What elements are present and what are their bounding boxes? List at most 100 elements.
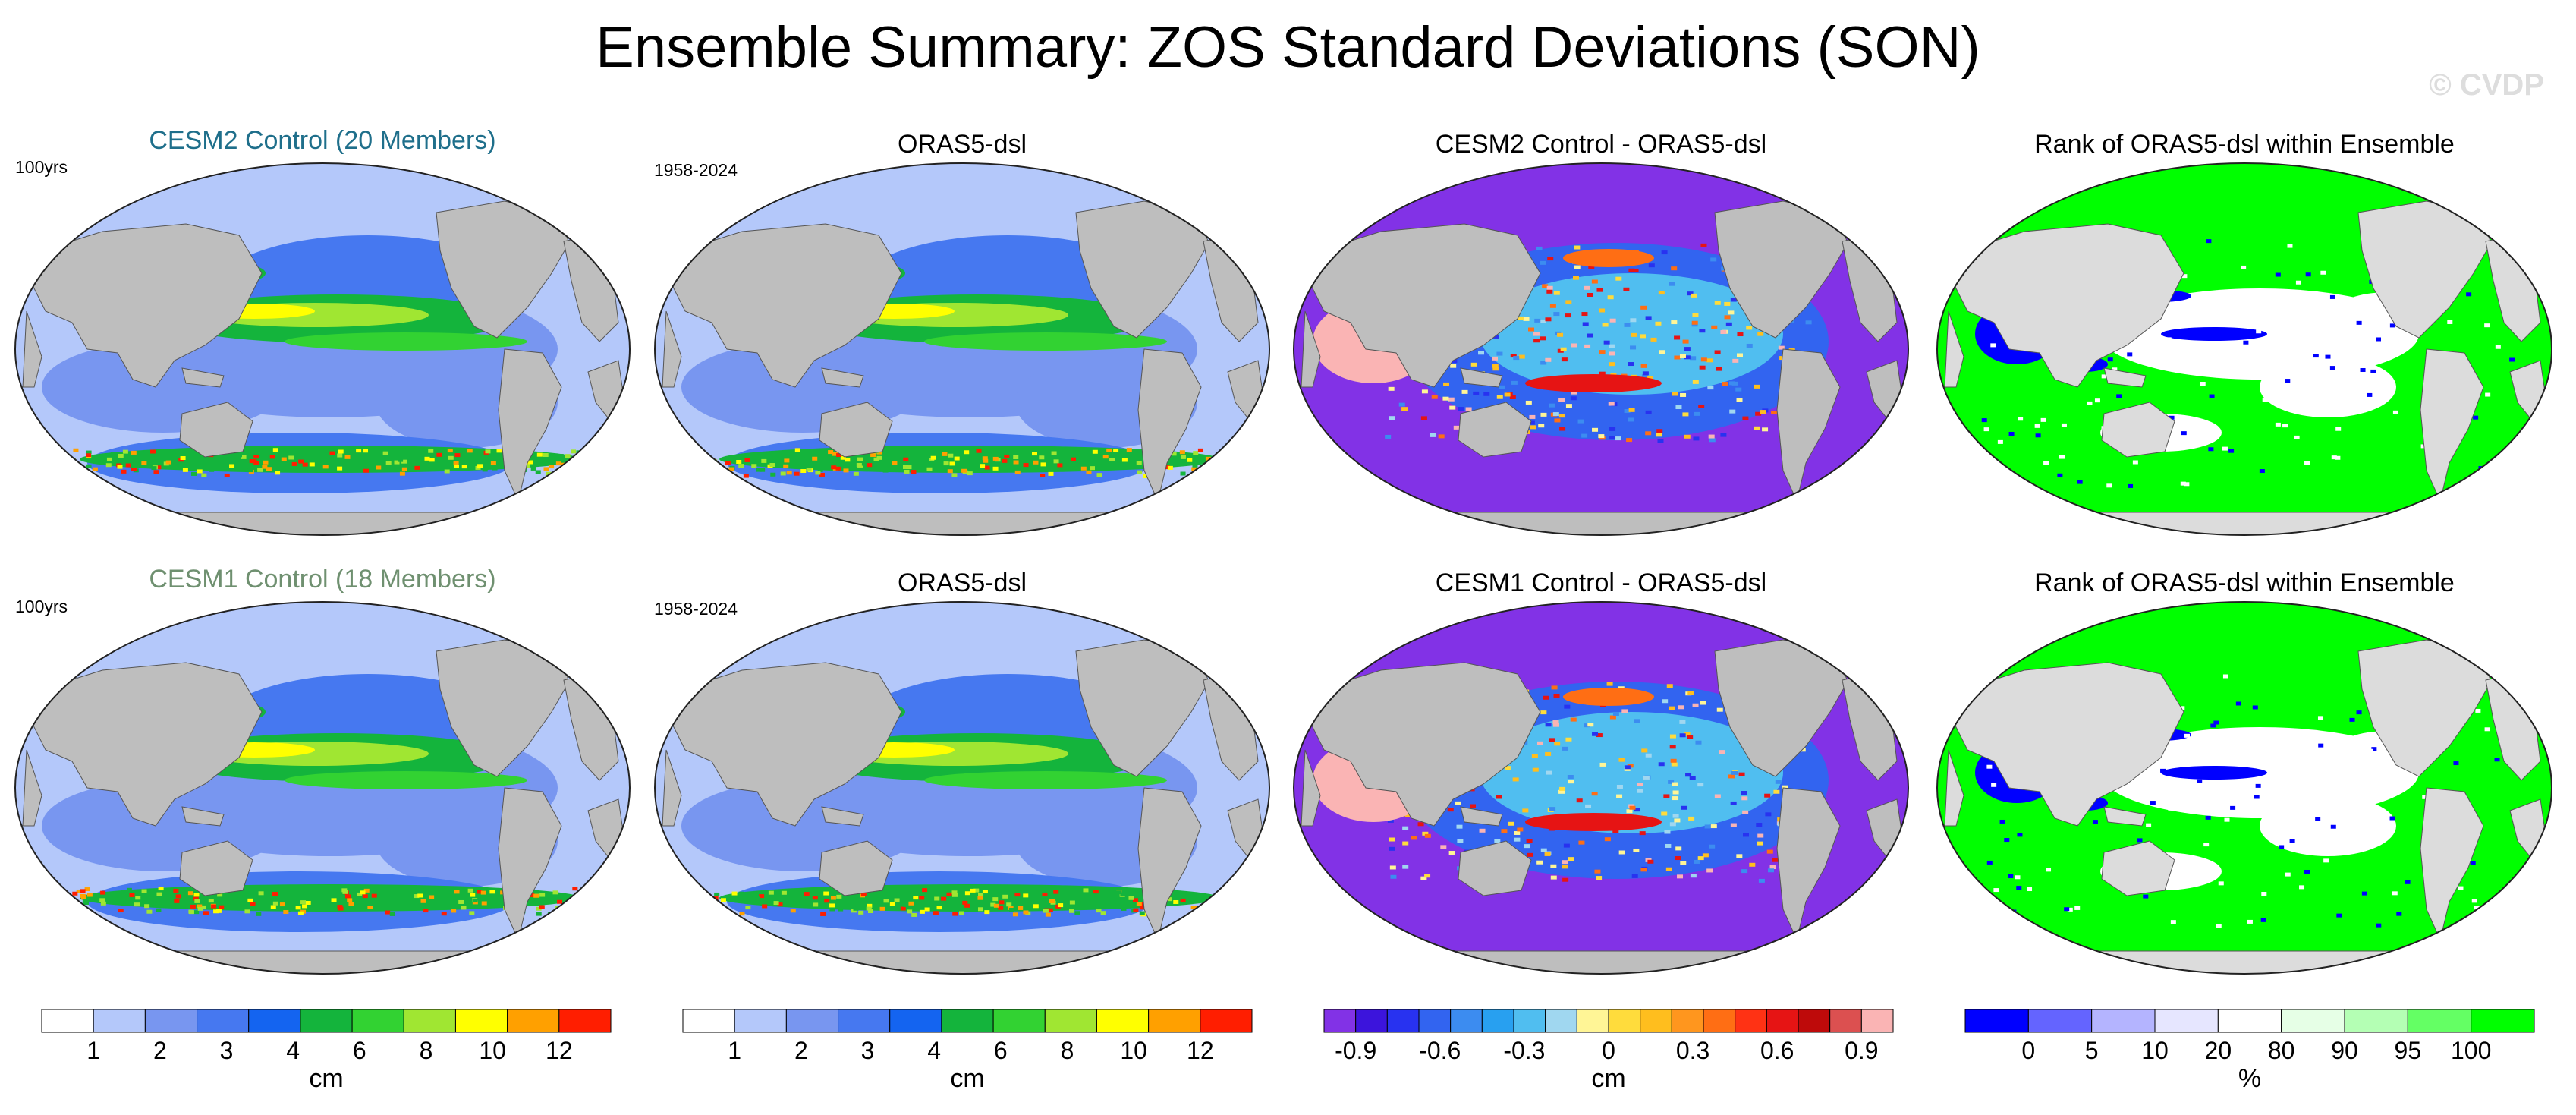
panel-title-cesm1-minus-oras5: CESM1 Control - ORAS5-dsl (1435, 569, 1767, 597)
colorbar-tick-label: 2 (153, 1037, 167, 1064)
colorbar-swatch (507, 1009, 560, 1033)
colorbar-tick-label: 10 (1120, 1037, 1147, 1064)
colorbar-swatch (1545, 1009, 1577, 1033)
colorbar-tick-label: 8 (420, 1037, 433, 1064)
colorbar-tick-label: 10 (2141, 1037, 2169, 1064)
colorbar-swatch (1323, 1009, 1357, 1033)
colorbar-swatch (1148, 1009, 1201, 1033)
colorbar-swatch (734, 1009, 787, 1033)
map-rank-oras5-cesm1 (1933, 598, 2556, 978)
colorbar-swatch (1044, 1009, 1097, 1033)
colorbar-swatch (2344, 1009, 2408, 1033)
colorbar-swatch (1200, 1009, 1253, 1033)
colorbar-swatch (351, 1009, 404, 1033)
colorbar-tick-label: 1 (728, 1037, 741, 1064)
colorbar-tick-label: 12 (1187, 1037, 1214, 1064)
colorbar-swatch (248, 1009, 301, 1033)
colorbar-tick-label: 6 (994, 1037, 1008, 1064)
colorbar-swatch (1640, 1009, 1672, 1033)
panel-corner-cesm2-years: 100yrs (15, 157, 68, 177)
colorbar-tick-label: 3 (861, 1037, 875, 1064)
map-oras5-dsl-std-2 (651, 598, 1273, 978)
panel-title-oras5-dsl: ORAS5-dsl (897, 130, 1027, 159)
colorbar-unit-label: cm (950, 1064, 984, 1093)
colorbar-tick-label: 10 (479, 1037, 506, 1064)
panel-corner-oras5-years-2: 1958-2024 (654, 599, 738, 619)
colorbar-tick-label: 3 (220, 1037, 234, 1064)
colorbar-tick-label: 0.6 (1760, 1037, 1794, 1064)
colorbar-unit-label: cm (1591, 1064, 1625, 1093)
colorbar-swatch (889, 1009, 942, 1033)
colorbar-swatch (1608, 1009, 1641, 1033)
colorbar-tick-label: 80 (2268, 1037, 2295, 1064)
colorbar-tick-label: -0.3 (1503, 1037, 1545, 1064)
colorbar-swatch (1964, 1009, 2029, 1033)
colorbar-swatch (1096, 1009, 1150, 1033)
colorbar-swatch (682, 1009, 735, 1033)
colorbar-swatch (2471, 1009, 2535, 1033)
colorbar-swatch (1860, 1009, 1894, 1033)
panel-title-cesm1-control: CESM1 Control (18 Members) (149, 565, 496, 594)
colorbar-swatch (300, 1009, 353, 1033)
colorbar-swatch (2407, 1009, 2472, 1033)
colorbar-swatch (1798, 1009, 1831, 1033)
colorbar-swatch (454, 1009, 508, 1033)
map-cesm1-minus-oras5-diff (1290, 598, 1912, 978)
colorbar-swatch (1481, 1009, 1514, 1033)
colorbar-unit-label: % (2238, 1064, 2261, 1093)
colorbar-swatch (41, 1009, 94, 1033)
colorbar-swatch (1450, 1009, 1483, 1033)
colorbar-tick-label: 0 (1602, 1037, 1615, 1064)
colorbar-swatch (2281, 1009, 2345, 1033)
colorbar-tick-label: -0.9 (1335, 1037, 1376, 1064)
colorbar-swatch (1418, 1009, 1452, 1033)
colorbar-swatch (1576, 1009, 1609, 1033)
colorbar-swatch (1355, 1009, 1388, 1033)
panel-title-rank-oras5-2: Rank of ORAS5-dsl within Ensemble (2034, 569, 2455, 597)
colorbar-swatch (2091, 1009, 2156, 1033)
panel-title-rank-oras5: Rank of ORAS5-dsl within Ensemble (2034, 130, 2455, 159)
panel-title-cesm2-control: CESM2 Control (20 Members) (149, 126, 496, 155)
colorbar-swatch (1703, 1009, 1736, 1033)
colorbar-swatch (941, 1009, 994, 1033)
colorbar-swatch (197, 1009, 250, 1033)
colorbar-std-cesm: 1 2 3 4 6 8 10 12 cm (41, 1009, 612, 1104)
colorbar-swatch (2217, 1009, 2282, 1033)
colorbar-rank: 0 5 10 20 80 90 95 100% (1964, 1009, 2535, 1104)
colorbar-tick-label: 0 (2021, 1037, 2035, 1064)
colorbar-swatch (2027, 1009, 2093, 1033)
colorbar-tick-label: 20 (2205, 1037, 2232, 1064)
colorbar-swatch (403, 1009, 456, 1033)
colorbar-swatch (558, 1009, 612, 1033)
panel-corner-cesm1-years: 100yrs (15, 597, 68, 616)
map-oras5-dsl-std (651, 159, 1273, 539)
colorbar-swatch (992, 1009, 1046, 1033)
colorbar-swatch (1386, 1009, 1420, 1033)
colorbar-swatch (144, 1009, 198, 1033)
colorbar-swatch (1513, 1009, 1546, 1033)
colorbar-std-oras5: 1 2 3 4 6 8 10 12 cm (682, 1009, 1253, 1104)
colorbar-tick-label: 6 (353, 1037, 366, 1064)
colorbar-tick-label: 8 (1061, 1037, 1074, 1064)
colorbar-tick-label: 4 (927, 1037, 941, 1064)
panel-title-cesm2-minus-oras5: CESM2 Control - ORAS5-dsl (1435, 130, 1767, 159)
colorbar-swatch (93, 1009, 146, 1033)
colorbar-swatch (785, 1009, 839, 1033)
colorbar-tick-label: 90 (2331, 1037, 2358, 1064)
colorbar-tick-label: 95 (2395, 1037, 2422, 1064)
colorbar-tick-label: 0.3 (1676, 1037, 1709, 1064)
colorbar-tick-label: 1 (86, 1037, 100, 1064)
colorbar-swatch (1766, 1009, 1799, 1033)
colorbar-difference: -0.9 -0.6 -0.3 0 0.3 0.6 0.9 cm (1323, 1009, 1894, 1104)
colorbar-swatch (838, 1009, 891, 1033)
colorbar-swatch (2154, 1009, 2219, 1033)
colorbar-tick-label: 2 (794, 1037, 808, 1064)
cvdp-watermark: © CVDP (2429, 68, 2544, 102)
colorbar-swatch (1671, 1009, 1704, 1033)
map-cesm1-control-std (11, 598, 634, 978)
colorbar-tick-label: 5 (2085, 1037, 2099, 1064)
colorbar-tick-label: 100 (2451, 1037, 2491, 1064)
colorbar-tick-label: 0.9 (1845, 1037, 1878, 1064)
colorbar-tick-label: -0.6 (1419, 1037, 1461, 1064)
colorbar-tick-label: 4 (286, 1037, 300, 1064)
